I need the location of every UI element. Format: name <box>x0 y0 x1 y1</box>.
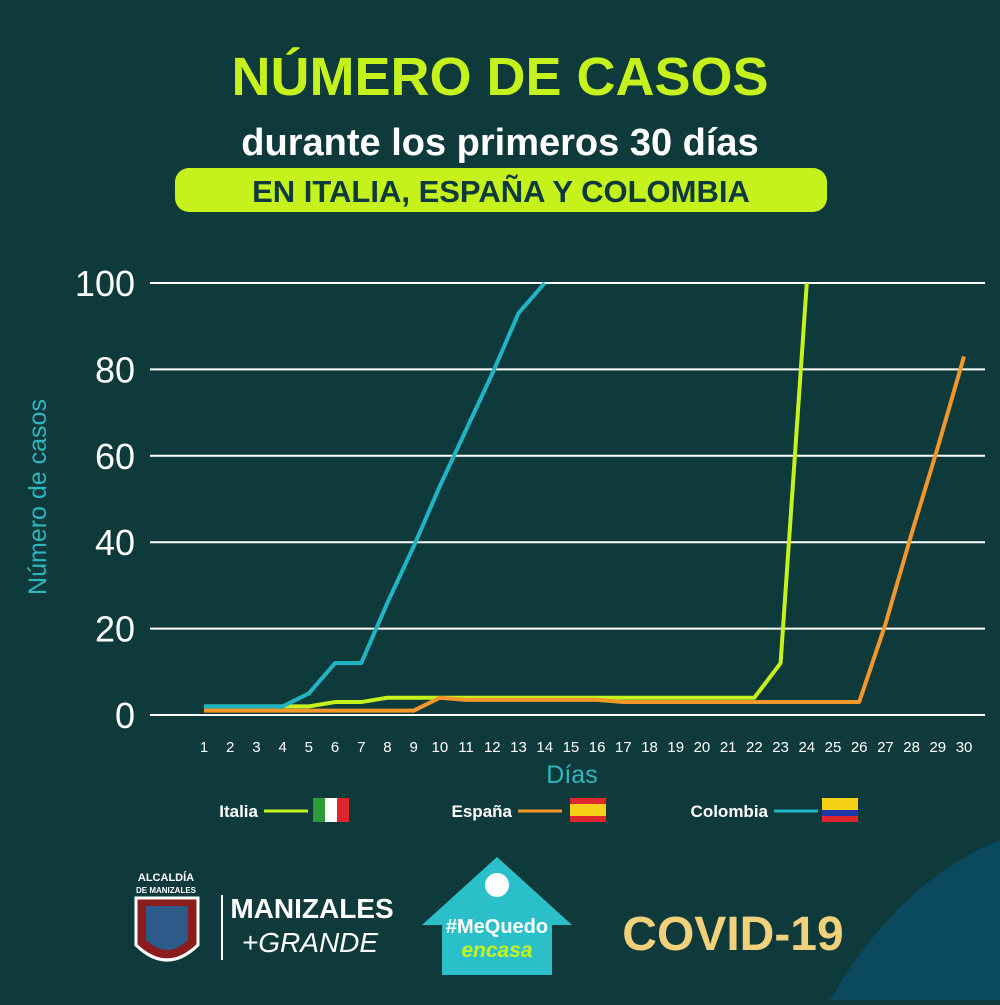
x-tick-label: 15 <box>563 739 580 756</box>
flag-espana <box>570 798 606 822</box>
y-tick-label: 0 <box>115 695 135 736</box>
x-tick-label: 27 <box>877 739 894 756</box>
y-tick-label: 40 <box>95 522 135 563</box>
x-tick-label: 8 <box>383 739 391 756</box>
house <box>422 857 572 975</box>
y-axis-label: Número de casos <box>24 399 52 595</box>
x-tick-label: 4 <box>278 739 286 756</box>
subtitle: durante los primeros 30 días <box>241 122 758 164</box>
x-tick-label: 30 <box>956 739 973 756</box>
y-tick-label: 20 <box>95 609 135 650</box>
flag-colombia <box>822 798 858 822</box>
x-tick-label: 24 <box>798 739 815 756</box>
x-tick-label: 21 <box>720 739 737 756</box>
alcaldia-sub: DE MANIZALES <box>136 886 197 895</box>
flag-italia <box>313 798 349 822</box>
hashtag: #MeQuedo <box>446 916 548 938</box>
x-tick-label: 9 <box>409 739 417 756</box>
shield-inner <box>146 906 188 950</box>
x-tick-label: 1 <box>200 739 208 756</box>
series-line <box>204 281 547 709</box>
alcaldia: ALCALDÍA <box>138 871 194 884</box>
x-tick-label: 6 <box>331 739 339 756</box>
x-tick-label: 16 <box>589 739 606 756</box>
x-tick-label: 5 <box>305 739 313 756</box>
heart-badge <box>485 873 509 897</box>
corner-shape <box>830 840 1000 1000</box>
banner-bg <box>175 168 827 212</box>
x-tick-label: 17 <box>615 739 632 756</box>
series-line <box>204 355 966 713</box>
x-tick-label: 11 <box>458 739 474 756</box>
x-tick-label: 25 <box>825 739 842 756</box>
y-tick-label: 80 <box>95 349 135 390</box>
legend-label: Colombia <box>691 802 769 821</box>
x-tick-label: 20 <box>694 739 711 756</box>
covid: COVID-19 <box>622 908 843 961</box>
x-tick-label: 12 <box>484 739 501 756</box>
x-tick-label: 23 <box>772 739 789 756</box>
x-tick-label: 7 <box>357 739 365 756</box>
legend-label: Italia <box>219 802 258 821</box>
hashtag-sub: encasa <box>461 939 533 962</box>
x-tick-label: 22 <box>746 739 763 756</box>
manizales: MANIZALES <box>230 893 393 924</box>
x-tick-label: 28 <box>903 739 920 756</box>
x-tick-label: 14 <box>536 739 553 756</box>
x-tick-label: 10 <box>432 739 449 756</box>
title: NÚMERO DE CASOS <box>231 47 768 107</box>
x-tick-label: 26 <box>851 739 868 756</box>
y-tick-label: 60 <box>95 436 135 477</box>
legend: Italia España Colombia <box>219 802 818 821</box>
series-line <box>204 282 809 709</box>
y-tick-label: 100 <box>75 263 135 304</box>
x-axis-label: Días <box>546 761 597 789</box>
x-tick-label: 29 <box>929 739 946 756</box>
banner: EN ITALIA, ESPAÑA Y COLOMBIA <box>252 174 750 209</box>
x-tick-label: 18 <box>641 739 658 756</box>
x-tick-label: 2 <box>226 739 234 756</box>
legend-label: España <box>452 802 513 821</box>
x-tick-label: 13 <box>510 739 527 756</box>
x-tick-label: 3 <box>252 739 260 756</box>
grande: +GRANDE <box>242 927 378 958</box>
x-tick-label: 19 <box>667 739 684 756</box>
